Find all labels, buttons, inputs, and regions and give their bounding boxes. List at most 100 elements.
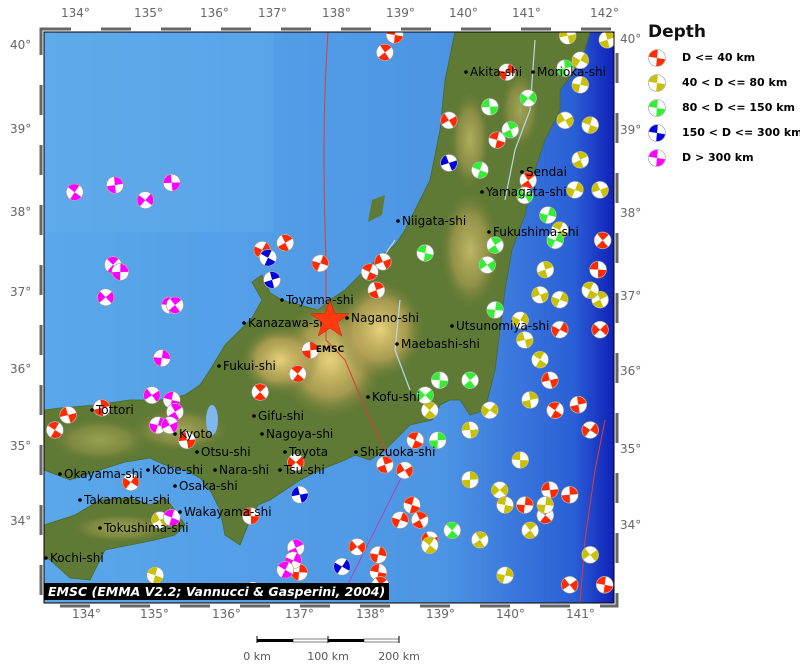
lon-tick-bottom: 135°	[140, 607, 169, 621]
city-label: Niigata-shi	[402, 214, 466, 228]
focal-mechanism-depth-4	[259, 248, 277, 267]
focal-mechanism-depth-4	[290, 485, 309, 504]
city-marker	[260, 432, 264, 436]
focal-mechanism-depth-1	[440, 111, 458, 130]
focal-mechanism-depth-1	[178, 431, 196, 450]
city-marker	[213, 468, 217, 472]
focal-mechanism-depth-3	[486, 236, 504, 254]
city-marker	[146, 468, 150, 472]
lon-tick-top: 142°	[590, 6, 619, 20]
city-label: Fukui-shi	[223, 359, 276, 373]
focal-mechanism-depth-2	[496, 566, 514, 585]
focal-mechanism-depth-2	[581, 546, 599, 564]
city-marker	[178, 510, 182, 514]
lon-tick-top: 137°	[258, 6, 287, 20]
focal-mechanism-depth-1	[367, 281, 386, 299]
lon-tick-bottom: 138°	[356, 607, 385, 621]
legend-symbol-3	[648, 99, 666, 117]
city-marker	[280, 298, 284, 302]
city-label: Otsu-shi	[201, 445, 251, 459]
focal-mechanism-depth-3	[471, 161, 489, 179]
lon-tick-bottom: 136°	[212, 607, 241, 621]
focal-mechanism-depth-1	[122, 473, 140, 491]
focal-mechanism-depth-1	[595, 576, 614, 594]
focal-mechanism-depth-1	[46, 421, 64, 439]
city-label: Toyota	[288, 445, 328, 459]
focal-mechanism-depth-2	[571, 51, 590, 70]
focal-mechanism-depth-1	[560, 576, 579, 594]
city-marker	[252, 414, 256, 418]
city-label: Osaka-shi	[179, 479, 238, 493]
lon-tick-top: 139°	[386, 6, 415, 20]
legend-label: 150 < D <= 300 km	[682, 126, 800, 139]
focal-mechanism-depth-1	[369, 546, 388, 564]
city-label: Yamagata-shi	[485, 185, 567, 199]
lat-tick-right: 35°	[620, 442, 642, 456]
focal-mechanism-depth-1	[301, 341, 320, 360]
focal-mechanism-depth-5	[136, 191, 155, 209]
legend-symbol-1	[648, 49, 666, 67]
focal-mechanism-depth-2	[566, 181, 584, 199]
map-frame-ticks	[39, 27, 619, 608]
lat-tick-right: 40°	[620, 32, 642, 46]
city-marker	[98, 526, 102, 530]
focal-mechanism-depth-1	[276, 233, 295, 252]
city-label: Tsu-shi	[283, 463, 325, 477]
city-label: Okayama-shi	[64, 467, 143, 481]
city-marker	[90, 408, 94, 412]
city-marker	[395, 342, 399, 346]
city-marker	[354, 450, 358, 454]
focal-mechanism-depth-1	[242, 507, 260, 525]
focal-mechanism-depth-2	[571, 151, 590, 169]
lat-tick-right: 36°	[620, 364, 642, 378]
city-marker	[283, 450, 287, 454]
focal-mechanism-depth-3	[539, 206, 557, 224]
legend-symbol-4	[648, 124, 666, 142]
focal-mechanism-depth-2	[490, 481, 509, 499]
lat-tick-left: 40°	[10, 38, 32, 52]
focal-mechanism-depth-1	[288, 365, 307, 383]
focal-mechanism-depth-4	[263, 271, 281, 289]
focal-mechanism-depth-5	[153, 349, 171, 367]
lon-tick-bottom: 141°	[566, 607, 595, 621]
focal-mechanism-depth-5	[162, 173, 181, 192]
focal-mechanism-depth-2	[531, 350, 549, 369]
focal-mechanism-depth-2	[598, 32, 614, 49]
scale-bar	[256, 636, 400, 643]
focal-mechanism-depth-2	[496, 496, 514, 514]
focal-mechanism-depth-1	[519, 171, 537, 190]
focal-mechanism-depth-2	[571, 75, 590, 94]
city-marker	[278, 468, 282, 472]
focal-mechanism-depth-1	[59, 406, 77, 424]
city-label: Shizuoka-shi	[360, 445, 435, 459]
lat-tick-left: 36°	[10, 362, 32, 376]
plate-boundary-line	[323, 32, 391, 461]
city-label: Morioka-shi	[537, 65, 606, 79]
focal-mechanism-depth-2	[558, 32, 577, 45]
legend-symbols	[648, 49, 666, 167]
focal-mechanism-depth-2	[461, 421, 479, 439]
scale-label-100: 100 km	[307, 650, 349, 663]
lake-biwa	[206, 405, 218, 435]
focal-mechanism-depth-3	[481, 98, 499, 116]
legend-label: 40 < D <= 80 km	[682, 76, 788, 89]
japan-sea-shelf	[44, 32, 274, 232]
focal-mechanism-depth-1	[251, 383, 269, 401]
city-marker	[195, 450, 199, 454]
focal-mechanism-depth-2	[521, 391, 539, 409]
city-marker	[173, 484, 177, 488]
lon-tick-top: 135°	[134, 6, 163, 20]
focal-mechanism-depth-2	[531, 286, 549, 304]
city-marker	[217, 364, 221, 368]
city-label: Kanazawa-shi	[248, 316, 330, 330]
focal-mechanism-depth-1	[290, 563, 308, 581]
focal-mechanism-depth-3	[546, 231, 564, 250]
city-label: Nagoya-shi	[266, 427, 333, 441]
focal-mechanism-depth-2	[481, 401, 499, 420]
city-marker	[44, 556, 48, 560]
legend-symbol-2	[648, 74, 666, 92]
focal-mechanism-depth-5	[276, 561, 295, 579]
focal-mechanism-depth-1	[376, 43, 394, 62]
